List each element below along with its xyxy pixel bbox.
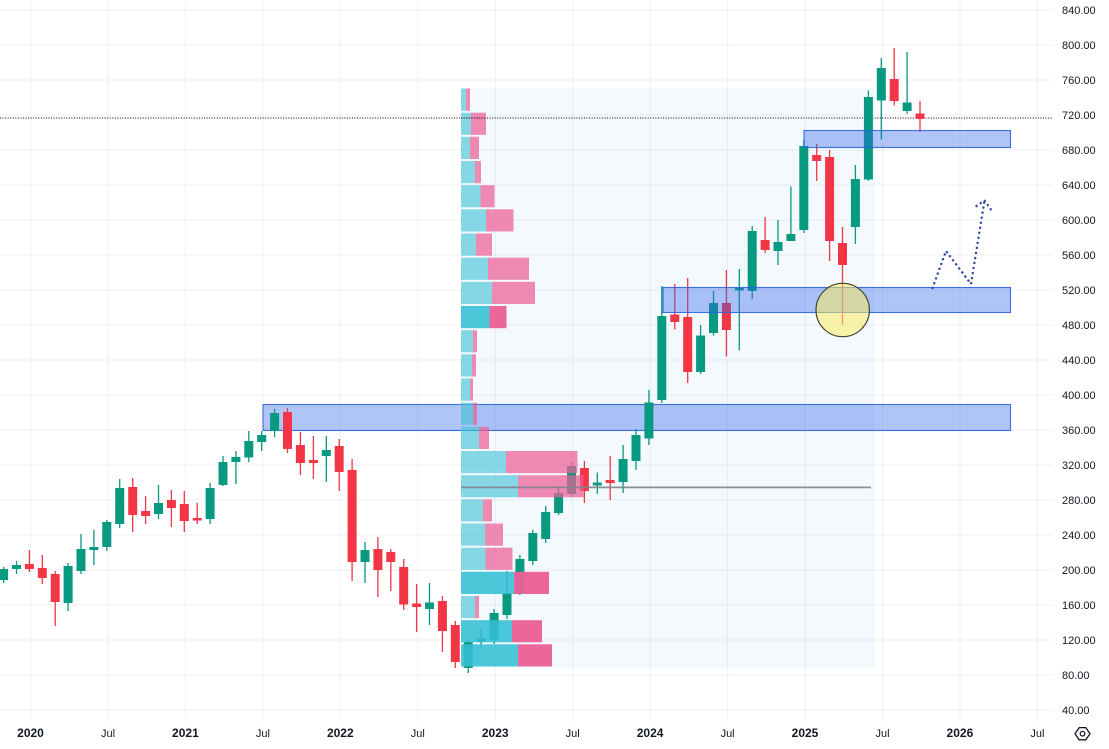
svg-text:120.00: 120.00	[1062, 635, 1096, 647]
svg-text:Jul: Jul	[256, 728, 270, 740]
svg-text:Jul: Jul	[1030, 728, 1044, 740]
svg-text:40.00: 40.00	[1062, 705, 1090, 717]
svg-text:520.00: 520.00	[1062, 285, 1096, 297]
svg-text:440.00: 440.00	[1062, 355, 1096, 367]
svg-text:720.00: 720.00	[1062, 110, 1096, 122]
svg-text:160.00: 160.00	[1062, 600, 1096, 612]
svg-text:800.00: 800.00	[1062, 40, 1096, 52]
svg-text:2020: 2020	[17, 726, 44, 740]
svg-text:Jul: Jul	[101, 728, 115, 740]
svg-text:280.00: 280.00	[1062, 495, 1096, 507]
svg-text:480.00: 480.00	[1062, 320, 1096, 332]
svg-text:200.00: 200.00	[1062, 565, 1096, 577]
svg-text:Jul: Jul	[411, 728, 425, 740]
svg-text:400.00: 400.00	[1062, 390, 1096, 402]
svg-text:2024: 2024	[637, 726, 664, 740]
svg-text:Jul: Jul	[875, 728, 889, 740]
svg-text:2023: 2023	[482, 726, 509, 740]
svg-text:560.00: 560.00	[1062, 250, 1096, 262]
svg-text:80.00: 80.00	[1062, 670, 1090, 682]
svg-text:Jul: Jul	[566, 728, 580, 740]
svg-text:2022: 2022	[327, 726, 354, 740]
svg-text:840.00: 840.00	[1062, 5, 1096, 17]
svg-text:2026: 2026	[947, 726, 974, 740]
svg-text:320.00: 320.00	[1062, 460, 1096, 472]
svg-text:240.00: 240.00	[1062, 530, 1096, 542]
svg-text:360.00: 360.00	[1062, 425, 1096, 437]
svg-text:2021: 2021	[172, 726, 199, 740]
svg-text:760.00: 760.00	[1062, 75, 1096, 87]
svg-text:640.00: 640.00	[1062, 180, 1096, 192]
svg-text:Jul: Jul	[721, 728, 735, 740]
svg-text:600.00: 600.00	[1062, 215, 1096, 227]
svg-text:2025: 2025	[792, 726, 819, 740]
svg-text:680.00: 680.00	[1062, 145, 1096, 157]
